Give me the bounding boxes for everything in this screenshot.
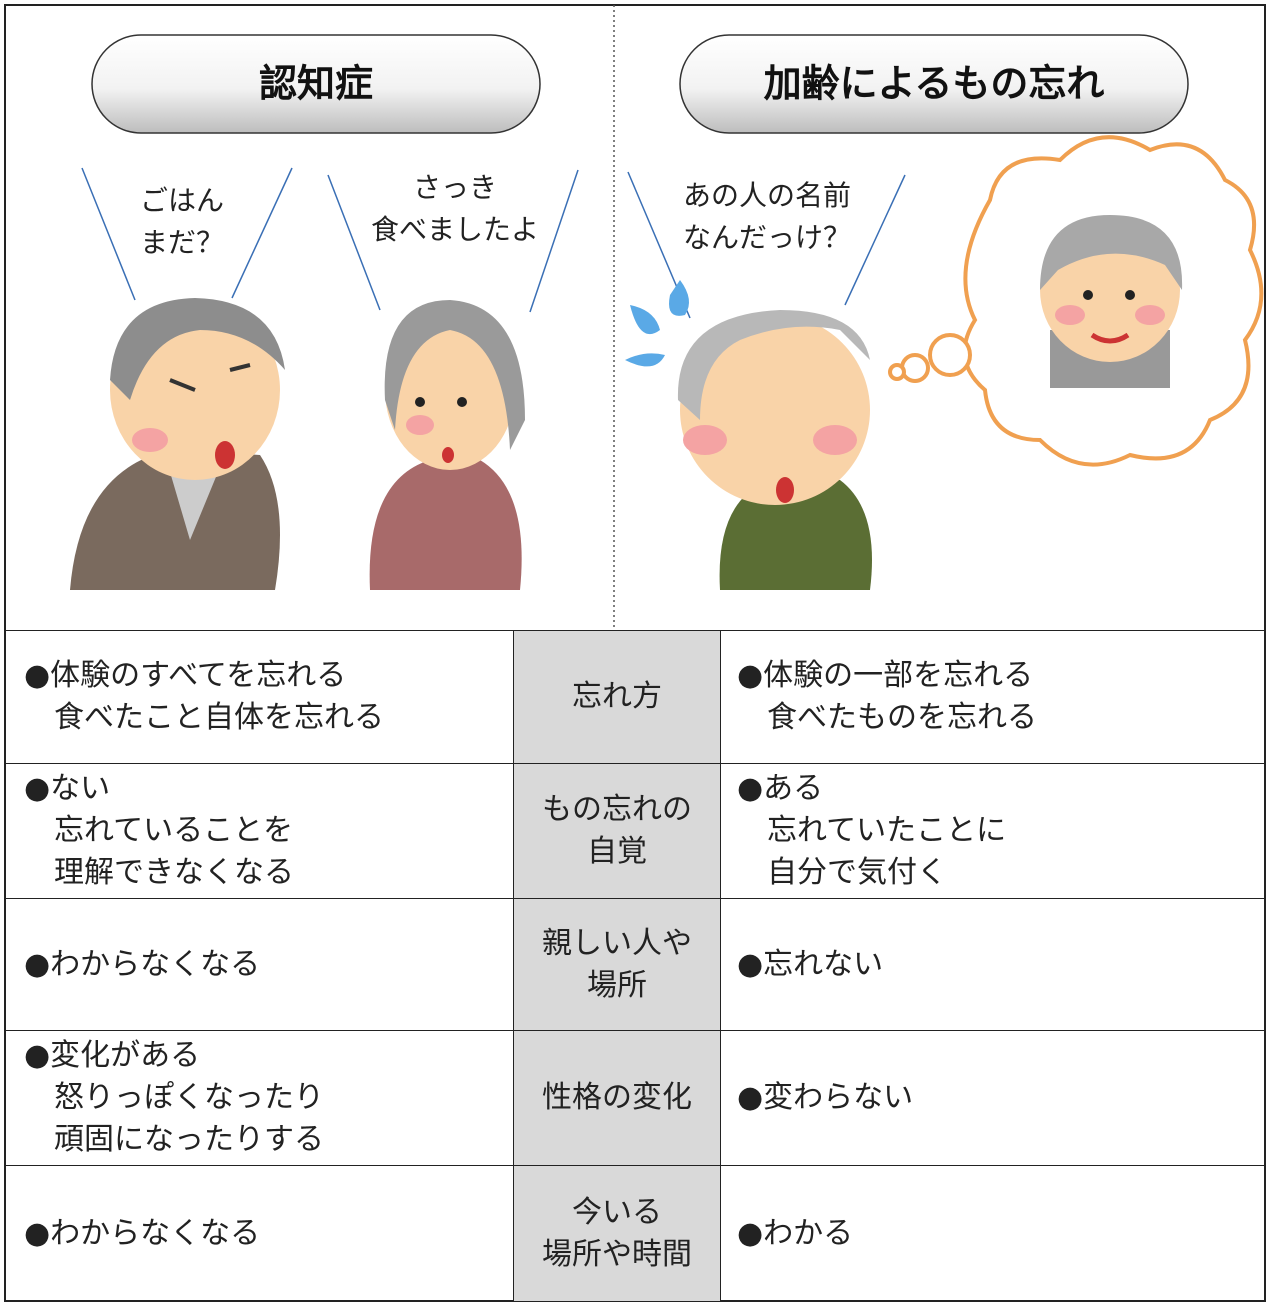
- man-figure: [70, 298, 285, 590]
- text-line: 理解できなくなる: [24, 855, 294, 890]
- speech-text: ごはんまだ？: [52, 180, 312, 264]
- text-line: 忘れていることを: [24, 813, 294, 848]
- text-line: 怒りっぽくなったり: [24, 1080, 324, 1115]
- thought-cloud: [888, 135, 1264, 467]
- table-cell: ●ない 忘れていることを 理解できなくなる: [5, 763, 514, 899]
- text-line: 食べたものを忘れる: [737, 700, 1037, 735]
- text-line: ●ある: [737, 771, 824, 806]
- sweat-drops: [625, 280, 689, 367]
- title-pill: [91, 34, 541, 134]
- text-line: 場所: [587, 967, 647, 1003]
- title-pill: [679, 34, 1189, 134]
- speech-text: あの人の名前 なんだっけ？: [637, 175, 897, 259]
- table-cell: ●忘れない: [720, 898, 1266, 1031]
- left-title: 認知症: [259, 62, 373, 106]
- text-line: 頑固になったりする: [24, 1122, 324, 1157]
- table-cell: ●変わらない: [720, 1030, 1266, 1166]
- table-cell: ●変化がある 怒りっぽくなったり 頑固になったりする: [5, 1030, 514, 1166]
- table-cell: ●ある 忘れていたことに 自分で気付く: [720, 763, 1266, 899]
- text-line: さっき: [412, 171, 497, 204]
- text-line: ●わからなくなる: [24, 946, 261, 982]
- right-title: 加齢によるもの忘れ: [764, 62, 1105, 106]
- old-man-figure: [677, 310, 872, 590]
- text-line: 今いる: [572, 1194, 662, 1230]
- table-cell: ●わかる: [720, 1165, 1266, 1302]
- woman-figure: [369, 300, 525, 590]
- text-line: もの忘れの: [542, 792, 692, 827]
- text-line: 性格の変化: [542, 1080, 692, 1115]
- table-cell: ●体験の一部を忘れる 食べたものを忘れる: [720, 630, 1266, 764]
- text-line: ●体験の一部を忘れる: [737, 658, 1034, 693]
- text-line: ●わかる: [737, 1215, 854, 1251]
- text-line: 親しい人や: [542, 925, 692, 961]
- text-line: 忘れていたことに: [737, 813, 1007, 848]
- table-cell: 今いる 場所や時間: [513, 1165, 721, 1302]
- text-line: なんだっけ？: [682, 221, 851, 254]
- text-line: ●忘れない: [737, 946, 884, 982]
- text-line: 自分で気付く: [737, 855, 947, 890]
- speech-text: さっき 食べましたよ: [325, 167, 585, 251]
- table-cell: ●わからなくなる: [5, 898, 514, 1031]
- table-cell: ●わからなくなる: [5, 1165, 514, 1302]
- text-line: あの人の名前: [682, 179, 851, 212]
- speech-lines: [81, 167, 906, 319]
- table-cell: 性格の変化: [513, 1030, 721, 1166]
- text-line: 自覚: [587, 834, 647, 869]
- text-line: ●ない: [24, 771, 111, 806]
- text-line: ●わからなくなる: [24, 1215, 261, 1251]
- table-cell: ●体験のすべてを忘れる 食べたこと自体を忘れる: [5, 630, 514, 764]
- table-cell: 忘れ方: [513, 630, 721, 764]
- table-cell: 親しい人や 場所: [513, 898, 721, 1031]
- text-line: ごはん: [139, 184, 224, 217]
- text-line: ●変わらない: [737, 1080, 914, 1115]
- text-line: 場所や時間: [542, 1236, 692, 1272]
- text-line: 食べたこと自体を忘れる: [24, 700, 384, 735]
- text-line: まだ？: [139, 226, 224, 259]
- text-line: ●体験のすべてを忘れる: [24, 658, 347, 693]
- text-line: 忘れ方: [572, 679, 662, 714]
- table-cell: もの忘れの 自覚: [513, 763, 721, 899]
- text-line: 食べましたよ: [370, 213, 539, 246]
- text-line: ●変化がある: [24, 1038, 201, 1073]
